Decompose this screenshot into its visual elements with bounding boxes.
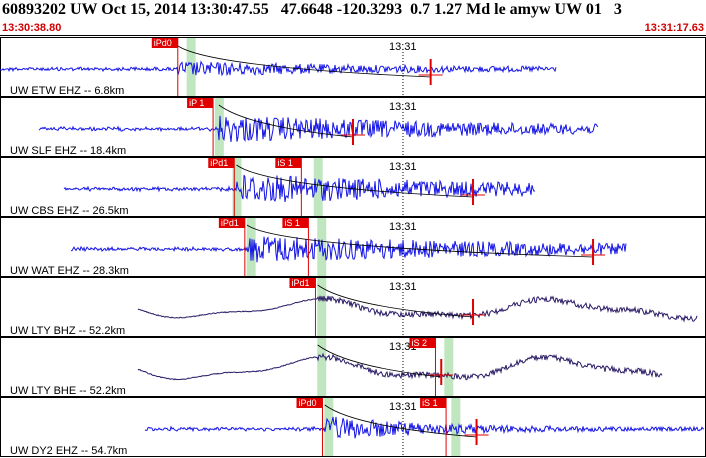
station-label: UW SLF EHZ -- 18.4km (10, 145, 126, 157)
minute-tick-label: 13:31 (389, 41, 417, 53)
waveform (63, 174, 536, 202)
trace-panel[interactable]: 13:31 iPd1 UW LTY BHZ -- 52.2km (0, 277, 706, 338)
station-label: UW LTY BHZ -- 52.2km (10, 325, 125, 337)
window-start-time: 13:30:38.80 (2, 22, 62, 34)
trace-panel[interactable]: 13:31 iP 1 UW SLF EHZ -- 18.4km (0, 97, 706, 158)
phase-pick-flag[interactable] (151, 38, 178, 48)
phase-pick-flag[interactable] (187, 98, 214, 108)
waveform (0, 60, 557, 77)
phase-pick-label: iPd1 (210, 158, 228, 168)
phase-pick-label: iPd1 (221, 218, 239, 228)
phase-pick-flag[interactable] (218, 218, 245, 228)
phase-window (324, 398, 334, 456)
phase-pick-flag[interactable] (409, 338, 436, 348)
coda-curve (317, 284, 474, 318)
phase-window (444, 338, 454, 396)
minute-tick-label: 13:31 (389, 161, 417, 173)
phase-pick-flag[interactable] (208, 158, 235, 168)
phase-pick-label: iP 1 (189, 98, 204, 108)
coda-curve (218, 104, 354, 138)
trace-panel[interactable]: 13:31 iPd1 iS 1 UW WAT EHZ -- 28.3km (0, 217, 706, 278)
coda-curve (236, 164, 474, 198)
phase-pick-flag[interactable] (296, 398, 323, 408)
waveform (38, 115, 599, 143)
minute-tick-label: 13:31 (389, 221, 417, 233)
phase-window (313, 158, 323, 216)
station-label: UW CBS EHZ -- 26.5km (10, 205, 129, 217)
event-title: 60893202 UW Oct 15, 2014 13:30:47.55 47.… (2, 1, 622, 18)
trace-panel[interactable]: 13:31 iPd0 UW ETW EHZ -- 6.8km (0, 37, 706, 98)
phase-pick-flag[interactable] (275, 158, 302, 168)
phase-pick-label: iS 1 (277, 158, 293, 168)
minute-tick-label: 13:31 (389, 401, 417, 413)
waveform (137, 295, 698, 323)
phase-window (317, 338, 327, 396)
phase-pick-label: iPd1 (291, 278, 309, 288)
minute-tick-label: 13:31 (389, 101, 417, 113)
trace-panel[interactable]: 13:31 iPd1 iS 1 UW CBS EHZ -- 26.5km (0, 157, 706, 218)
phase-window (246, 218, 256, 276)
station-label: UW LTY BHE -- 52.2km (10, 385, 126, 397)
phase-pick-label: iS 1 (422, 398, 438, 408)
phase-pick-flag[interactable] (289, 278, 316, 288)
phase-pick-flag[interactable] (420, 398, 447, 408)
phase-window (232, 158, 242, 216)
minute-tick-label: 13:31 (389, 281, 417, 293)
waveform (144, 416, 705, 439)
waveform (137, 352, 663, 381)
phase-pick-label: iS 1 (284, 218, 300, 228)
station-label: UW DY2 EHZ -- 54.7km (10, 445, 127, 457)
phase-pick-label: iS 2 (411, 338, 427, 348)
coda-curve (246, 224, 594, 258)
waveform (70, 236, 627, 263)
trace-panel[interactable]: 13:31 iPd0 iS 1 UW DY2 EHZ -- 54.7km (0, 397, 706, 458)
phase-window (186, 38, 196, 96)
coda-curve (176, 44, 431, 78)
phase-pick-label: iPd0 (154, 38, 172, 48)
window-end-time: 13:31:17.63 (644, 22, 704, 34)
station-label: UW WAT EHZ -- 28.3km (10, 265, 129, 277)
phase-window (317, 278, 327, 336)
phase-window (317, 218, 327, 276)
station-label: UW ETW EHZ -- 6.8km (10, 85, 124, 97)
coda-curve (324, 404, 477, 438)
phase-pick-label: iPd0 (299, 398, 317, 408)
phase-pick-flag[interactable] (282, 218, 309, 228)
event-header: 60893202 UW Oct 15, 2014 13:30:47.55 47.… (0, 0, 706, 36)
coda-curve (317, 344, 442, 378)
